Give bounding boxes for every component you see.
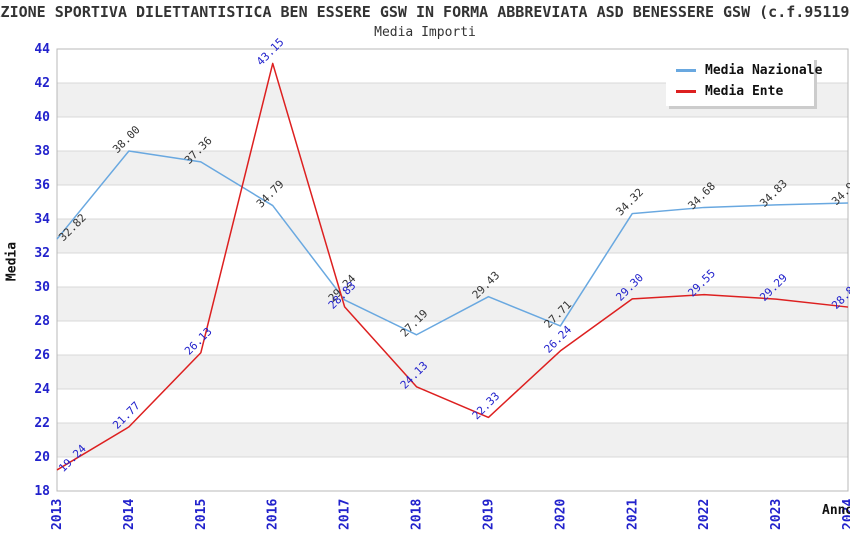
y-tick-label: 18: [34, 484, 50, 499]
chart-subtitle: Media Importi: [374, 25, 476, 40]
chart-title: AZIONE SPORTIVA DILETTANTISTICA BEN ESSE…: [0, 3, 850, 21]
y-tick-label: 24: [34, 382, 50, 397]
y-tick-label: 36: [34, 178, 50, 193]
y-tick-label: 44: [34, 42, 50, 57]
y-tick-label: 30: [34, 280, 50, 295]
y-tick-label: 34: [34, 212, 50, 227]
x-tick-label: 2024: [841, 499, 850, 530]
legend: Media Nazionale Media Ente: [666, 57, 822, 106]
legend-label: Media Ente: [705, 84, 784, 99]
plot-band: [57, 219, 848, 253]
y-tick-label: 32: [34, 246, 50, 261]
x-tick-label: 2020: [553, 499, 568, 530]
x-tick-label: 2022: [697, 499, 712, 530]
legend-item-media-nazionale: Media Nazionale: [666, 60, 822, 81]
series-line-media-nazionale: [56, 150, 849, 336]
x-tick-label: 2019: [481, 499, 496, 530]
plot-band: [57, 151, 848, 185]
media-ente-line-swatch: [676, 90, 696, 93]
x-tick-label: 2017: [338, 499, 353, 530]
x-tick-label: 2014: [122, 499, 137, 530]
x-tick-label: 2018: [410, 499, 425, 530]
y-tick-label: 20: [34, 450, 50, 465]
y-tick-label: 22: [34, 416, 50, 431]
y-tick-label: 26: [34, 348, 50, 363]
legend-item-media-ente: Media Ente: [666, 81, 814, 102]
point-label: 26.13: [182, 325, 215, 358]
plot-border: [56, 48, 849, 492]
y-tick-label: 38: [34, 144, 50, 159]
point-label: 22.33: [470, 390, 503, 423]
series-line-media-ente: [56, 62, 849, 471]
y-tick-label: 40: [34, 110, 50, 125]
media-nazionale-line-swatch: [676, 69, 696, 72]
x-tick-label: 2016: [266, 499, 281, 530]
y-tick-label: 28: [34, 314, 50, 329]
x-tick-label: 2013: [50, 499, 65, 530]
x-axis-title: Anno: [822, 503, 850, 518]
legend-label: Media Nazionale: [705, 63, 823, 78]
x-tick-label: 2015: [194, 499, 209, 530]
y-axis-title: Media: [4, 241, 20, 282]
y-tick-label: 42: [34, 76, 50, 91]
point-label: 43.15: [254, 36, 287, 69]
plot-band: [57, 355, 848, 389]
x-tick-label: 2023: [769, 499, 784, 530]
plot-band: [57, 423, 848, 457]
x-tick-label: 2021: [625, 499, 640, 530]
